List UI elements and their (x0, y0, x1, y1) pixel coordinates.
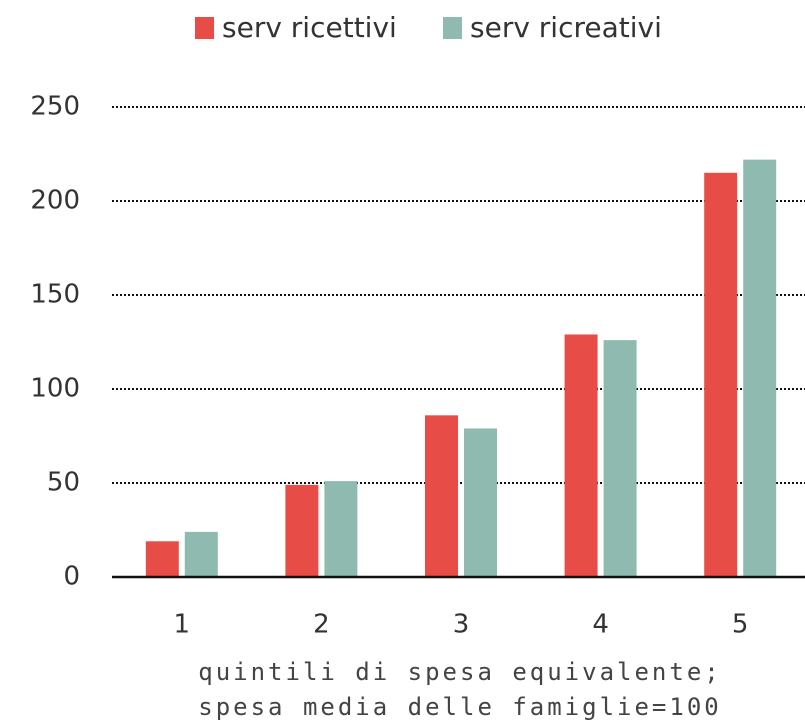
y-tick-label: 50 (47, 468, 80, 498)
x-tick-label: 2 (313, 610, 330, 640)
bar (184, 531, 218, 577)
legend-label: serv ricreativi (470, 11, 662, 44)
bar (425, 415, 458, 577)
bar (564, 334, 598, 577)
x-tick-label: 4 (592, 610, 609, 640)
bar (145, 541, 179, 577)
x-axis-label: quintili di spesa equivalente; (198, 658, 721, 686)
x-tick-label: 1 (174, 610, 191, 640)
x-axis-label: spesa media delle famiglie=100 (198, 693, 721, 721)
x-tick-label: 3 (453, 610, 470, 640)
legend-label: serv ricettivi (222, 11, 397, 44)
legend-swatch (443, 17, 462, 39)
y-tick-label: 250 (30, 92, 80, 122)
y-tick-label: 150 (30, 280, 80, 310)
legend-swatch (195, 17, 214, 39)
x-tick-label: 5 (732, 610, 749, 640)
bar (704, 172, 738, 578)
y-tick-label: 200 (30, 186, 80, 216)
bar (464, 428, 497, 577)
bar (285, 484, 319, 577)
y-tick-label: 100 (30, 374, 80, 404)
bar (743, 159, 777, 577)
bar (324, 481, 358, 577)
y-tick-label: 0 (63, 562, 80, 592)
bar (603, 340, 637, 577)
